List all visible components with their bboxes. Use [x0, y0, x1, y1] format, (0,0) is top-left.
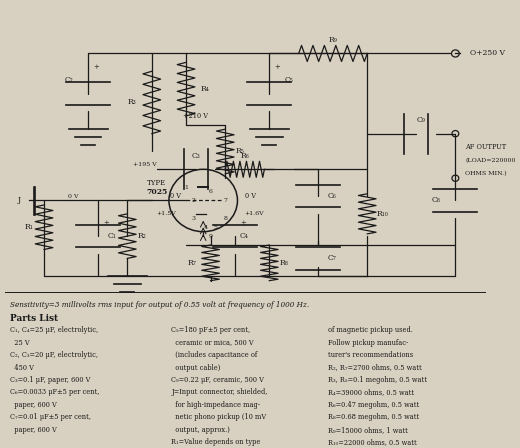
Text: of magnetic pickup used.: of magnetic pickup used.: [328, 326, 413, 334]
Text: +: +: [274, 63, 280, 71]
Text: R₉: R₉: [329, 36, 337, 44]
Text: 450 V: 450 V: [10, 363, 34, 371]
Text: R₄: R₄: [201, 85, 210, 93]
Text: 1: 1: [184, 185, 188, 190]
Text: R₁₀=22000 ohms, 0.5 watt: R₁₀=22000 ohms, 0.5 watt: [328, 439, 417, 446]
Text: (includes capacitance of: (includes capacitance of: [172, 351, 257, 359]
Text: R₁: R₁: [25, 223, 34, 231]
Text: turer's recommendations: turer's recommendations: [328, 351, 413, 359]
Text: C₃: C₃: [191, 152, 200, 160]
Text: C₇=0.01 μF±5 per cent,: C₇=0.01 μF±5 per cent,: [10, 414, 91, 422]
Text: paper, 600 V: paper, 600 V: [10, 426, 57, 434]
Text: R₂, R₇=2700 ohms, 0.5 watt: R₂, R₇=2700 ohms, 0.5 watt: [328, 363, 422, 371]
Text: netic phono pickup (10 mV: netic phono pickup (10 mV: [172, 414, 267, 422]
Text: R₂: R₂: [137, 232, 146, 240]
Text: R₅: R₅: [236, 147, 244, 155]
Text: C₈: C₈: [432, 197, 440, 204]
Text: C₅: C₅: [284, 76, 293, 84]
Text: 2: 2: [192, 198, 196, 203]
Text: +: +: [103, 219, 109, 227]
Text: 3: 3: [192, 216, 196, 221]
Text: O+250 V: O+250 V: [470, 49, 505, 57]
Text: R₆=0.47 megohm, 0.5 watt: R₆=0.47 megohm, 0.5 watt: [328, 401, 419, 409]
Text: C₆=0.0033 μF±5 per cent,: C₆=0.0033 μF±5 per cent,: [10, 388, 99, 396]
Text: (LOAD=220000: (LOAD=220000: [465, 158, 516, 163]
Text: +1.6V: +1.6V: [245, 211, 265, 216]
Text: 7: 7: [223, 198, 227, 203]
Text: C₇: C₇: [328, 254, 337, 263]
Text: 25 V: 25 V: [10, 339, 30, 347]
Text: ceramic or mica, 500 V: ceramic or mica, 500 V: [172, 339, 254, 347]
Text: J: J: [18, 197, 21, 204]
Text: paper, 600 V: paper, 600 V: [10, 401, 57, 409]
Text: C₂: C₂: [64, 76, 73, 84]
Text: C₂, C₃=20 μF, electrolytic,: C₂, C₃=20 μF, electrolytic,: [10, 351, 98, 359]
Text: 0 V: 0 V: [170, 192, 181, 200]
Text: Parts List: Parts List: [10, 314, 58, 323]
Text: +195 V: +195 V: [133, 162, 157, 168]
Text: R₃: R₃: [128, 99, 137, 107]
Text: C₉: C₉: [417, 116, 425, 124]
Text: 7025: 7025: [146, 188, 167, 196]
Text: Sensitivity=3 millivolts rms input for output of 0.55 volt at frequency of 1000 : Sensitivity=3 millivolts rms input for o…: [10, 301, 309, 309]
Text: 0 V: 0 V: [245, 192, 256, 200]
Text: 6: 6: [209, 189, 213, 194]
Text: +210 V: +210 V: [184, 112, 209, 120]
Text: 5: 5: [213, 225, 217, 230]
Text: R₇: R₇: [187, 259, 196, 267]
Text: R₆: R₆: [240, 152, 249, 160]
Text: R₁=Value depends on type: R₁=Value depends on type: [172, 439, 261, 446]
Text: C₅=180 pF±5 per cent,: C₅=180 pF±5 per cent,: [172, 326, 251, 334]
Text: C₆: C₆: [328, 192, 337, 200]
Text: +: +: [240, 219, 245, 227]
Text: 0 V: 0 V: [68, 194, 79, 198]
Text: 8: 8: [223, 216, 227, 221]
Text: C₃=0.1 μF, paper, 600 V: C₃=0.1 μF, paper, 600 V: [10, 376, 90, 384]
Text: TYPE: TYPE: [147, 179, 166, 187]
Text: OHMS MIN.): OHMS MIN.): [465, 171, 507, 177]
Text: C₉=0.22 μF, ceramic, 500 V: C₉=0.22 μF, ceramic, 500 V: [172, 376, 264, 384]
Text: output, approx.): output, approx.): [172, 426, 230, 434]
Text: +: +: [93, 63, 99, 71]
Text: +1.5V: +1.5V: [157, 211, 176, 216]
Text: 4: 4: [204, 225, 207, 230]
Text: for high-impedance mag-: for high-impedance mag-: [172, 401, 261, 409]
Text: C₁, C₄=25 μF, electrolytic,: C₁, C₄=25 μF, electrolytic,: [10, 326, 98, 334]
Text: Follow pickup manufac-: Follow pickup manufac-: [328, 339, 408, 347]
Text: R₄=39000 ohms, 0.5 watt: R₄=39000 ohms, 0.5 watt: [328, 388, 414, 396]
Text: 9: 9: [209, 233, 213, 239]
Text: C₄: C₄: [240, 232, 249, 240]
Text: R₁₀: R₁₀: [377, 210, 389, 218]
Text: J=Input connector, shielded,: J=Input connector, shielded,: [172, 388, 268, 396]
Text: R₈=0.68 megohm, 0.5 watt: R₈=0.68 megohm, 0.5 watt: [328, 414, 419, 422]
Text: AF OUTPUT: AF OUTPUT: [465, 143, 506, 151]
Text: output cable): output cable): [172, 363, 221, 371]
Text: C₁: C₁: [108, 232, 116, 240]
Text: R₈: R₈: [279, 259, 288, 267]
Text: R₉=15000 ohms, 1 watt: R₉=15000 ohms, 1 watt: [328, 426, 408, 434]
Text: R₃, R₅=0.1 megohm, 0.5 watt: R₃, R₅=0.1 megohm, 0.5 watt: [328, 376, 427, 384]
